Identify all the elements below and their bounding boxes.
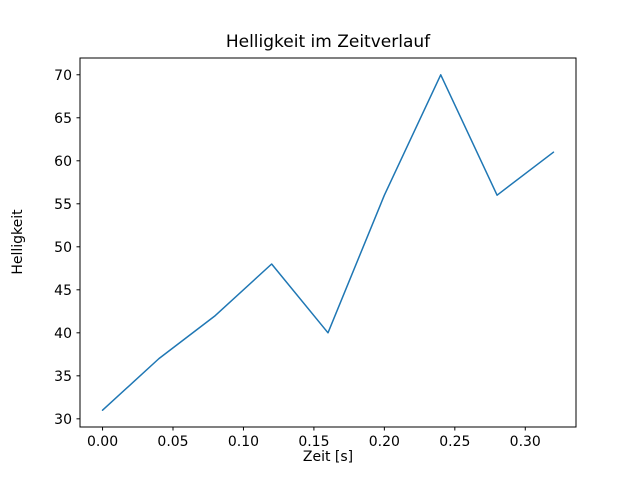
y-axis-label: Helligkeit [10,209,26,275]
x-tick-label: 0.20 [369,434,400,450]
x-tick-label: 0.10 [228,434,259,450]
line-layer [101,74,555,411]
x-axis-label: Zeit [s] [303,449,353,465]
y-tick-label: 35 [54,369,72,385]
x-tick-label: 0.15 [298,434,329,450]
x-tick-label: 0.30 [510,434,541,450]
y-tick-label: 60 [54,154,72,170]
plot-border [79,57,577,428]
y-tick-label: 45 [54,283,72,299]
data-line [101,74,555,411]
tick-layer: 0.00 0.05 0.10 0.15 0.20 0.25 0.30 30 35 40 45 50 55… [54,68,541,450]
x-tick-label: 0.05 [157,434,188,450]
x-tick-label: 0.00 [87,434,118,450]
y-tick-label: 50 [54,240,72,256]
y-tick-label: 70 [54,68,72,84]
y-tick-label: 55 [54,197,72,213]
y-tick-label: 30 [54,412,72,428]
y-tick-label: 40 [54,326,72,342]
chart-title: Helligkeit im Zeitverlauf [226,32,431,52]
y-tick-label: 65 [54,111,72,127]
x-tick-label: 0.25 [439,434,470,450]
